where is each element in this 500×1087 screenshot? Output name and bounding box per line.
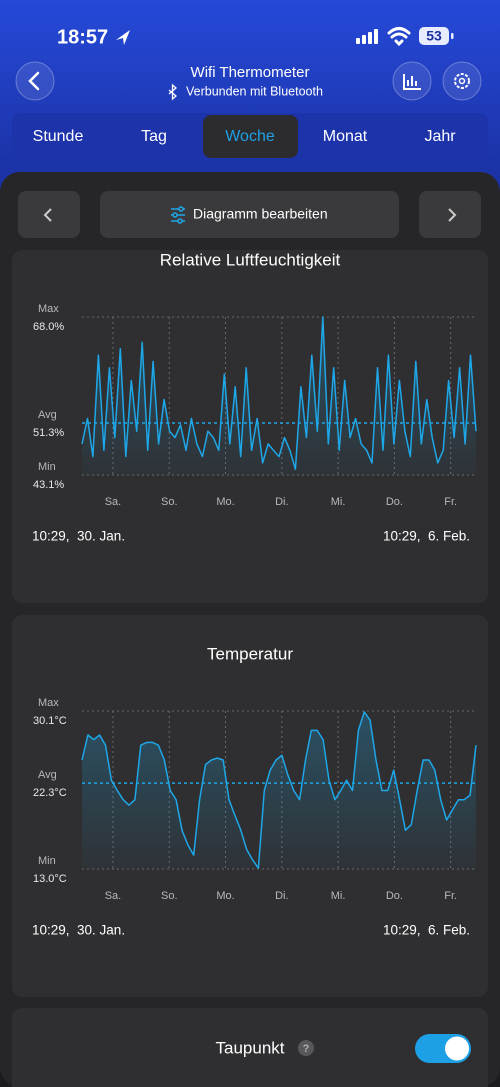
x-tick-label: Fr. [444,890,457,902]
y-tick-name: Avg [38,769,57,781]
header-subtitle: Verbunden mit Bluetooth [186,84,323,98]
settings-icon-center [458,77,466,85]
start-date: 10:29, 30. Jan. [32,529,125,544]
y-tick-label: 51.3% [33,427,64,439]
battery-tip [451,33,454,39]
settings-button[interactable] [442,61,482,101]
location-icon [116,30,130,45]
prev-button[interactable] [18,191,80,238]
y-tick-label: 43.1% [33,479,64,491]
line [81,711,477,869]
chart-title: Relative Luftfeuchtigkeit [160,250,341,269]
wifi-icon [387,27,411,47]
x-tick-label: Do. [386,890,403,902]
edit-label: Diagramm bearbeiten [193,206,328,222]
y-tick-name: Max [38,697,59,709]
tab[interactable]: Monat [323,128,368,145]
tab[interactable]: Woche [225,128,275,145]
x-tick-label: Mi. [331,496,346,508]
area-fill [82,711,476,869]
active-tab [203,115,298,158]
end-date: 10:29, 6. Feb. [383,529,470,544]
toggle-knob [445,1036,469,1061]
y-tick-name: Min [38,461,56,473]
y-tick-label: 68.0% [33,321,64,333]
x-tick-label: Di. [275,890,288,902]
next-button[interactable] [419,191,481,238]
x-tick-label: Di. [275,496,288,508]
tab[interactable]: Stunde [33,128,84,145]
y-tick-label: 22.3°C [33,787,67,799]
x-tick-label: Do. [386,496,403,508]
back-icon [28,71,40,91]
x-tick-label: Mo. [216,496,234,508]
card [12,1008,488,1087]
y-tick-name: Max [38,303,59,315]
clock: 18:57 [57,26,108,48]
x-tick-label: Mo. [216,890,234,902]
x-tick-label: Fr. [444,496,457,508]
start-date: 10:29, 30. Jan. [32,923,125,938]
next-icon [448,208,457,222]
y-tick-label: 30.1°C [33,715,67,727]
y-tick-name: Avg [38,409,57,421]
dew-point-label: Taupunkt [216,1038,285,1057]
header-title: Wifi Thermometer [191,64,310,81]
battery-level: 53 [426,28,442,44]
chart-icon [403,74,421,90]
battery [419,27,449,45]
end-date: 10:29, 6. Feb. [383,923,470,938]
prev-icon [43,208,52,222]
back-button[interactable] [15,61,55,101]
y-tick-name: Min [38,855,56,867]
tab[interactable]: Jahr [424,128,456,145]
x-tick-label: Sa. [105,496,122,508]
bluetooth-icon [168,83,177,101]
settings-icon [454,73,470,89]
x-tick-label: So. [161,496,178,508]
header-bg [0,0,500,200]
y-tick-label: 13.0°C [33,873,67,885]
signal-icon [356,29,378,44]
area-fill [82,317,476,475]
edit-icon-knobs [172,206,184,224]
x-tick-label: So. [161,890,178,902]
chart-title: Temperatur [207,644,293,663]
help-icon: ? [303,1043,310,1055]
edit-button[interactable] [100,191,399,238]
tab[interactable]: Tag [141,128,167,145]
help-button[interactable] [298,1040,314,1056]
line [81,316,477,471]
x-tick-label: Sa. [105,890,122,902]
x-tick-label: Mi. [331,890,346,902]
